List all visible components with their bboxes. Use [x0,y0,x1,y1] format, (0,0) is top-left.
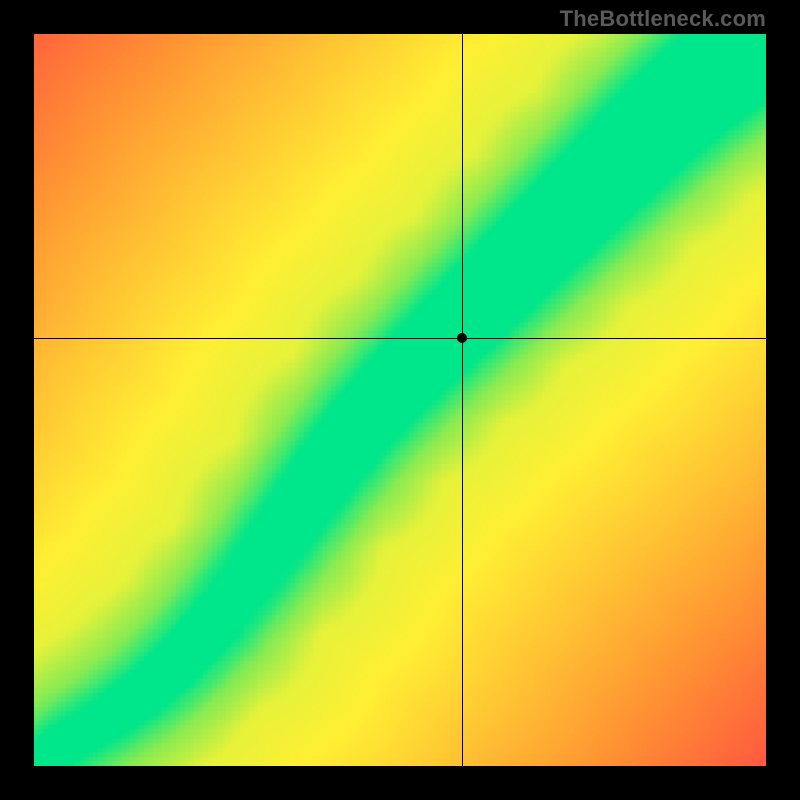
bottleneck-heatmap [34,34,766,766]
heatmap-canvas [34,34,766,766]
watermark-text: TheBottleneck.com [560,6,766,32]
